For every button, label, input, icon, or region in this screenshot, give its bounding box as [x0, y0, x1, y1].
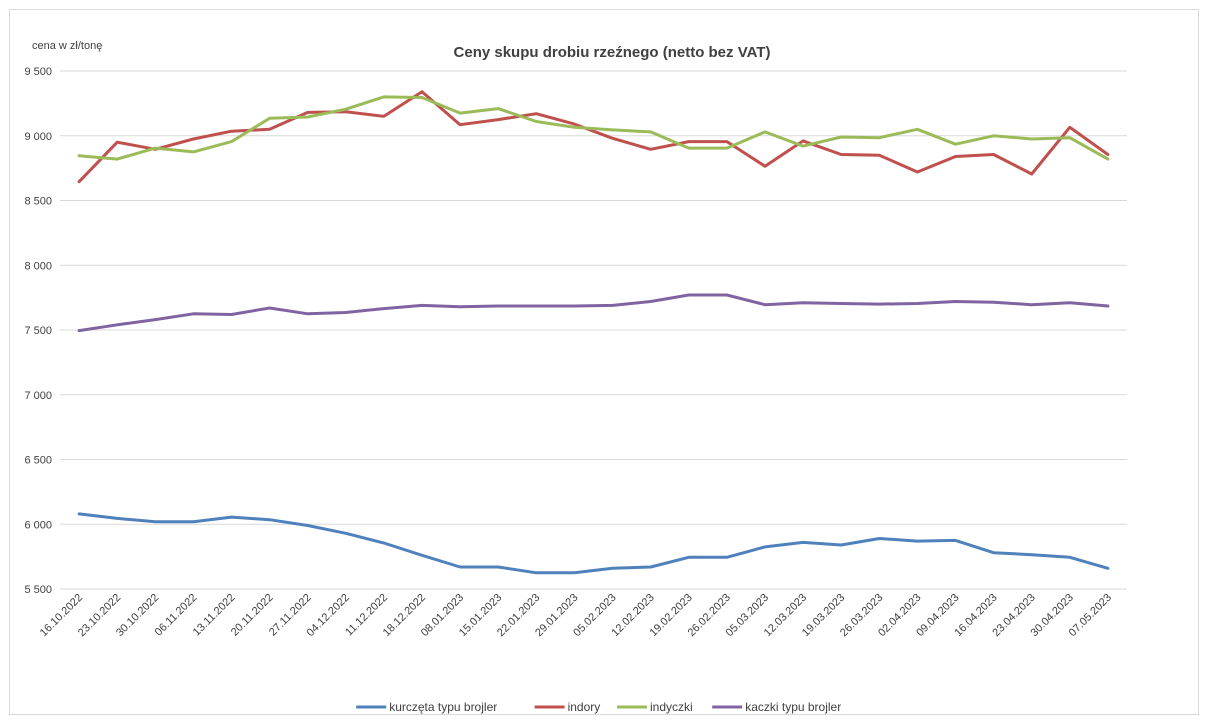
x-axis-ticks: 16.10.202223.10.202230.10.202206.11.2022…: [38, 592, 1114, 639]
legend-label-2: indory: [568, 700, 601, 714]
series-line-4: [77, 293, 1110, 333]
y-tick-label: 9 000: [24, 131, 52, 143]
y-axis-ticks: 5 500 6 000 6 500 7 000 7 500 8 000 8 500 9 000…: [24, 66, 52, 596]
chart-title: Ceny skupu drobiu rzeźnego (netto bez VA…: [454, 44, 771, 61]
legend: kurczęta typu brojler indory indyczki kaczk…: [356, 700, 841, 714]
series-line-1: [77, 512, 1110, 575]
chart-frame: [9, 9, 1199, 715]
y-tick-label: 8 500: [24, 196, 52, 208]
series-line-3: [77, 95, 1110, 161]
legend-label-3: indyczki: [650, 700, 693, 714]
y-tick-label: 6 000: [24, 519, 52, 531]
legend-label-1: kurczęta typu brojler: [389, 700, 497, 714]
series-lines: [77, 90, 1110, 575]
y-axis-label: cena w zł/tonę: [32, 40, 102, 52]
legend-label-4: kaczki typu brojler: [745, 700, 841, 714]
y-tick-label: 9 500: [24, 66, 52, 78]
series-line-2: [77, 90, 1110, 184]
y-tick-label: 8 000: [24, 260, 52, 272]
y-tick-label: 7 000: [24, 390, 52, 402]
y-tick-label: 5 500: [24, 584, 52, 596]
grid-lines: [60, 70, 1127, 590]
y-tick-label: 6 500: [24, 455, 52, 467]
y-tick-label: 7 500: [24, 325, 52, 337]
